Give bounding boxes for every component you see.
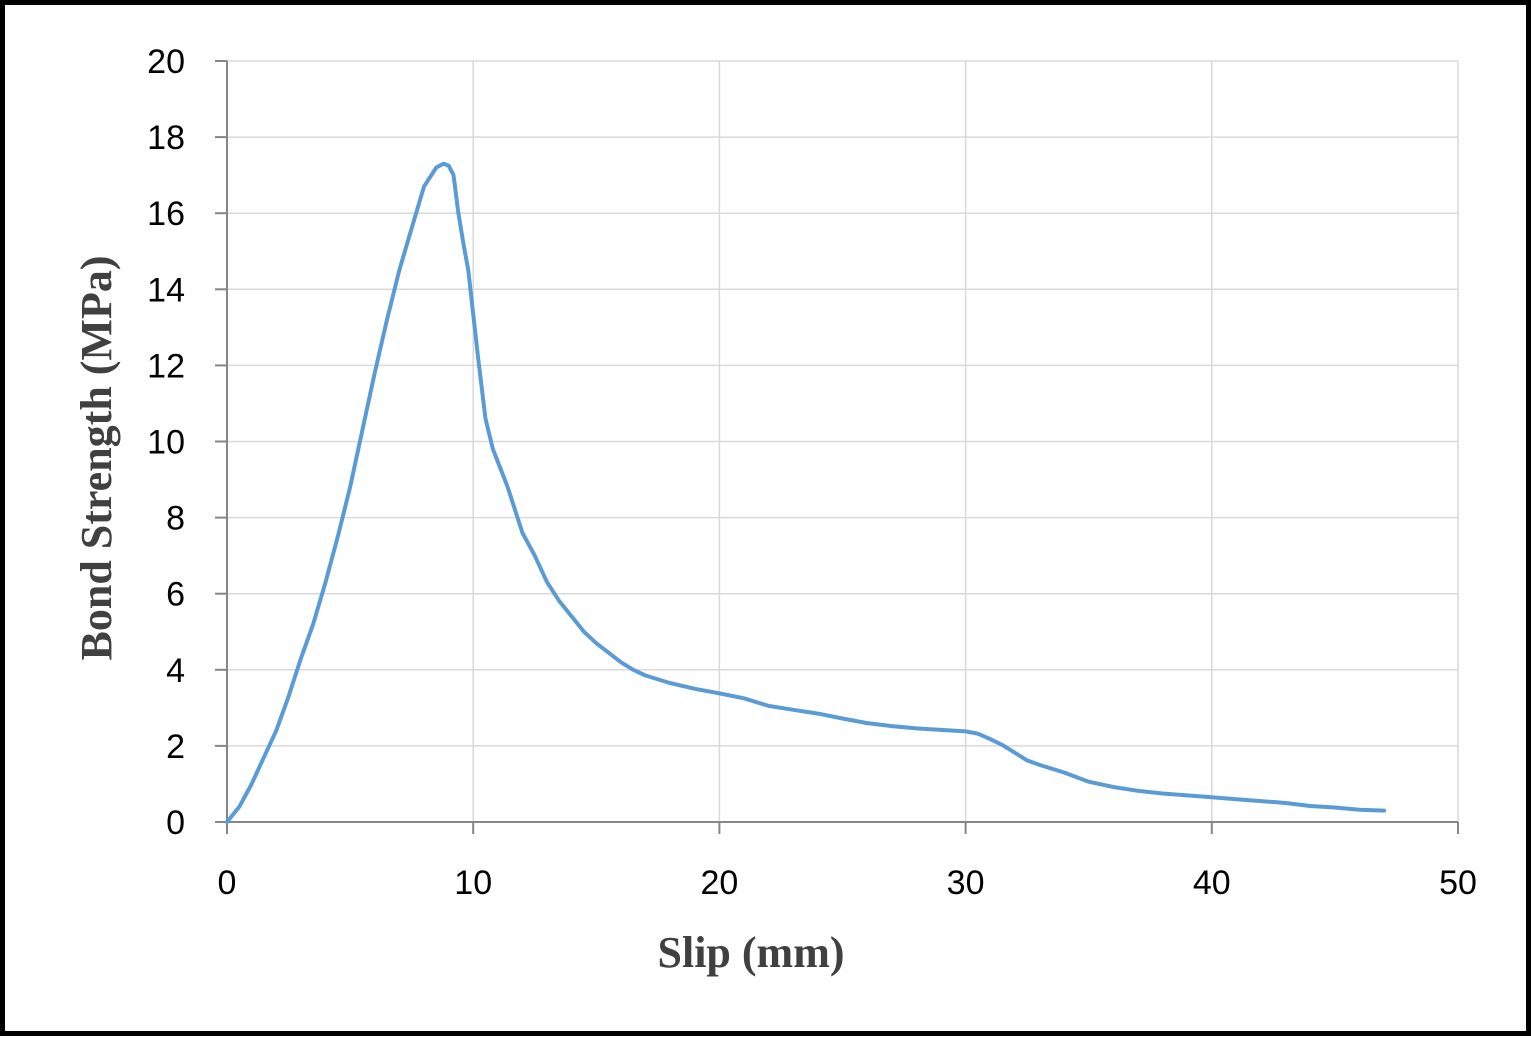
- y-tick-label: 20: [147, 43, 185, 81]
- x-tick-label: 30: [947, 864, 985, 902]
- y-tick-label: 6: [166, 576, 185, 614]
- y-tick-label: 4: [166, 652, 185, 690]
- series-group: [225, 161, 1387, 824]
- series-line-1: [225, 161, 1387, 824]
- x-axis-title: Slip (mm): [658, 928, 845, 977]
- y-tick-label: 8: [166, 500, 185, 538]
- y-tick-label: 18: [147, 119, 185, 157]
- x-tick-label: 50: [1439, 864, 1477, 902]
- y-tick-label: 0: [166, 804, 185, 842]
- chart-svg: 0 2 4 6 8 10 12 14 16 18 20 0 10 20 30 40 50 Slip (mm) B…: [72, 43, 1477, 977]
- y-tick-label: 14: [147, 271, 185, 309]
- y-tick-label: 12: [147, 347, 185, 385]
- axes: [215, 60, 1459, 834]
- x-tick-label: 20: [700, 864, 738, 902]
- y-axis-title: Bond Strength (MPa): [72, 256, 121, 661]
- gridlines: [227, 60, 1459, 822]
- tick-labels: 0 2 4 6 8 10 12 14 16 18 20 0 10 20 30 40 50: [147, 43, 1477, 902]
- y-tick-label: 16: [147, 195, 185, 233]
- x-tick-label: 40: [1193, 864, 1231, 902]
- x-tick-label: 0: [218, 864, 237, 902]
- y-tick-label: 2: [166, 728, 185, 766]
- x-tick-label: 10: [454, 864, 492, 902]
- y-tick-label: 10: [147, 424, 185, 462]
